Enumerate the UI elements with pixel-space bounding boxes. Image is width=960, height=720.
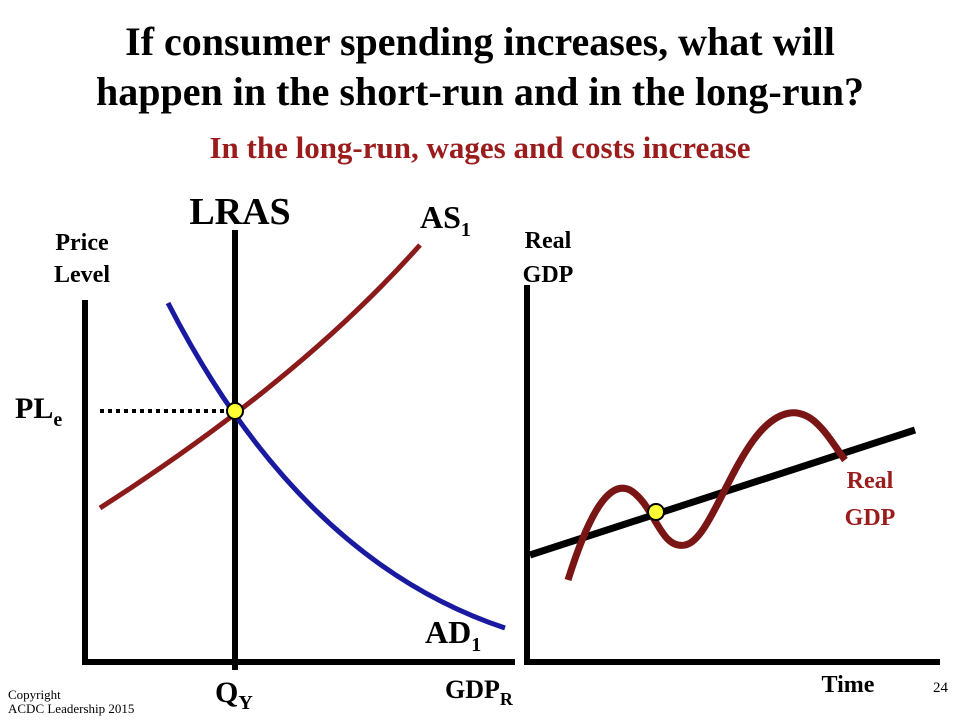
real-gdp-curve: [564, 409, 848, 582]
subtitle: In the long-run, wages and costs increas…: [209, 130, 750, 165]
price-level-label: PLe: [15, 392, 62, 431]
label-sub: e: [53, 409, 62, 431]
title-line: If consumer spending increases, what wil…: [125, 19, 835, 64]
point: [647, 503, 665, 521]
label-main: Q: [215, 676, 238, 709]
y-axis-label: Price: [55, 230, 109, 256]
ad-label: AD1: [425, 614, 481, 656]
lras-label: LRAS: [189, 191, 290, 233]
label-main: GDP: [445, 675, 500, 704]
title-line: happen in the short-run and in the long-…: [96, 69, 864, 114]
page-number: 24: [933, 680, 949, 696]
equilibrium-point: [226, 402, 244, 420]
as-curve: [98, 243, 422, 511]
label-main: AS: [420, 199, 461, 235]
label-sub: R: [500, 689, 514, 709]
label-sub: 1: [471, 634, 481, 656]
copyright: ACDC Leadership 2015: [8, 701, 134, 716]
label-sub: Y: [238, 692, 253, 714]
x-axis-label: GDPR: [445, 675, 514, 709]
label-main: AD: [425, 614, 471, 650]
y-axis-label: Level: [54, 262, 110, 288]
curve-label: GDP: [845, 505, 896, 531]
label-sub: 1: [461, 219, 471, 241]
quantity-label: QY: [215, 676, 253, 714]
label-main: PL: [15, 392, 53, 425]
as-label: AS1: [420, 199, 471, 241]
copyright: Copyright: [8, 687, 61, 702]
curve-label: Real: [847, 468, 894, 494]
ad-curve: [165, 301, 506, 631]
y-axis-label: GDP: [523, 262, 574, 288]
y-axis-label: Real: [525, 228, 572, 254]
x-axis-label: Time: [822, 672, 875, 698]
